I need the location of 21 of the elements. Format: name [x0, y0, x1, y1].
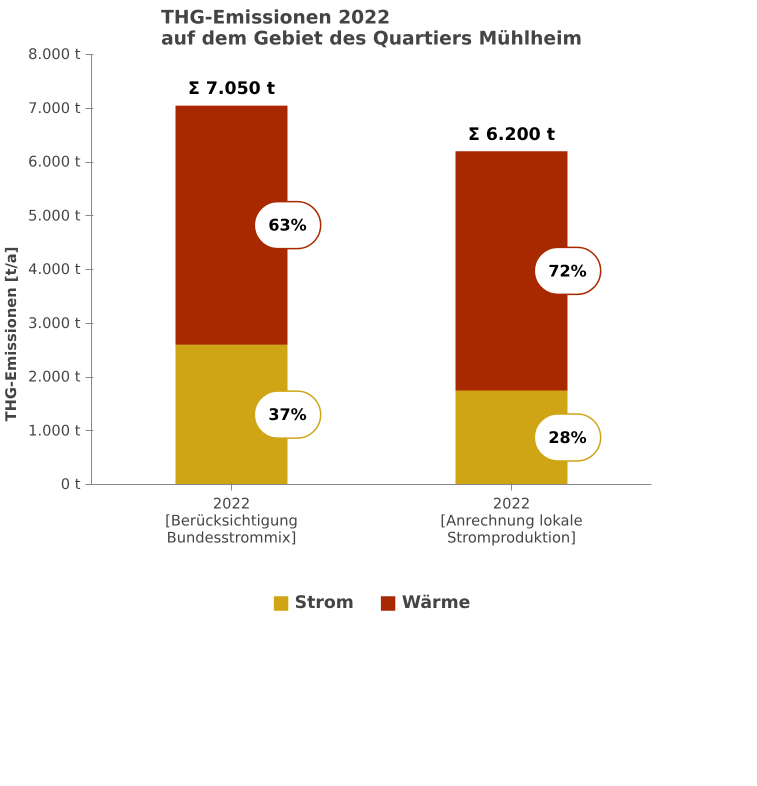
- chart-title: THG-Emissionen 2022 auf dem Gebiet des Quartiers Mühlheim: [161, 8, 582, 50]
- y-tick-label: 7.000 t: [28, 100, 81, 117]
- x-tick-label: 2022 [Anrechnung lokale Stromproduktion]: [440, 496, 583, 546]
- y-tick-label: 4.000 t: [28, 261, 81, 278]
- total-label: Σ 6.200 t: [468, 124, 555, 145]
- annotation: 72%: [548, 261, 587, 280]
- annotation: 28%: [548, 428, 587, 447]
- annotation: 37%: [268, 405, 307, 424]
- annotation: 63%: [268, 216, 307, 235]
- x-tick-label: 2022 [Berücksichtigung Bundesstrommix]: [165, 496, 298, 546]
- y-tick-label: 8.000 t: [28, 46, 81, 63]
- y-tick-label: 2.000 t: [28, 368, 81, 386]
- legend-label: Wärme: [402, 593, 470, 613]
- y-tick-label: 5.000 t: [28, 207, 81, 224]
- y-tick-label: 0 t: [60, 476, 81, 493]
- legend-label: Strom: [294, 593, 354, 613]
- y-axis-title: THG-Emissionen [t/a]: [3, 246, 20, 422]
- y-tick-label: 1.000 t: [28, 422, 81, 440]
- y-tick-label: 3.000 t: [28, 314, 81, 332]
- y-tick-label: 6.000 t: [28, 154, 81, 170]
- total-label: Σ 7.050 t: [188, 79, 275, 100]
